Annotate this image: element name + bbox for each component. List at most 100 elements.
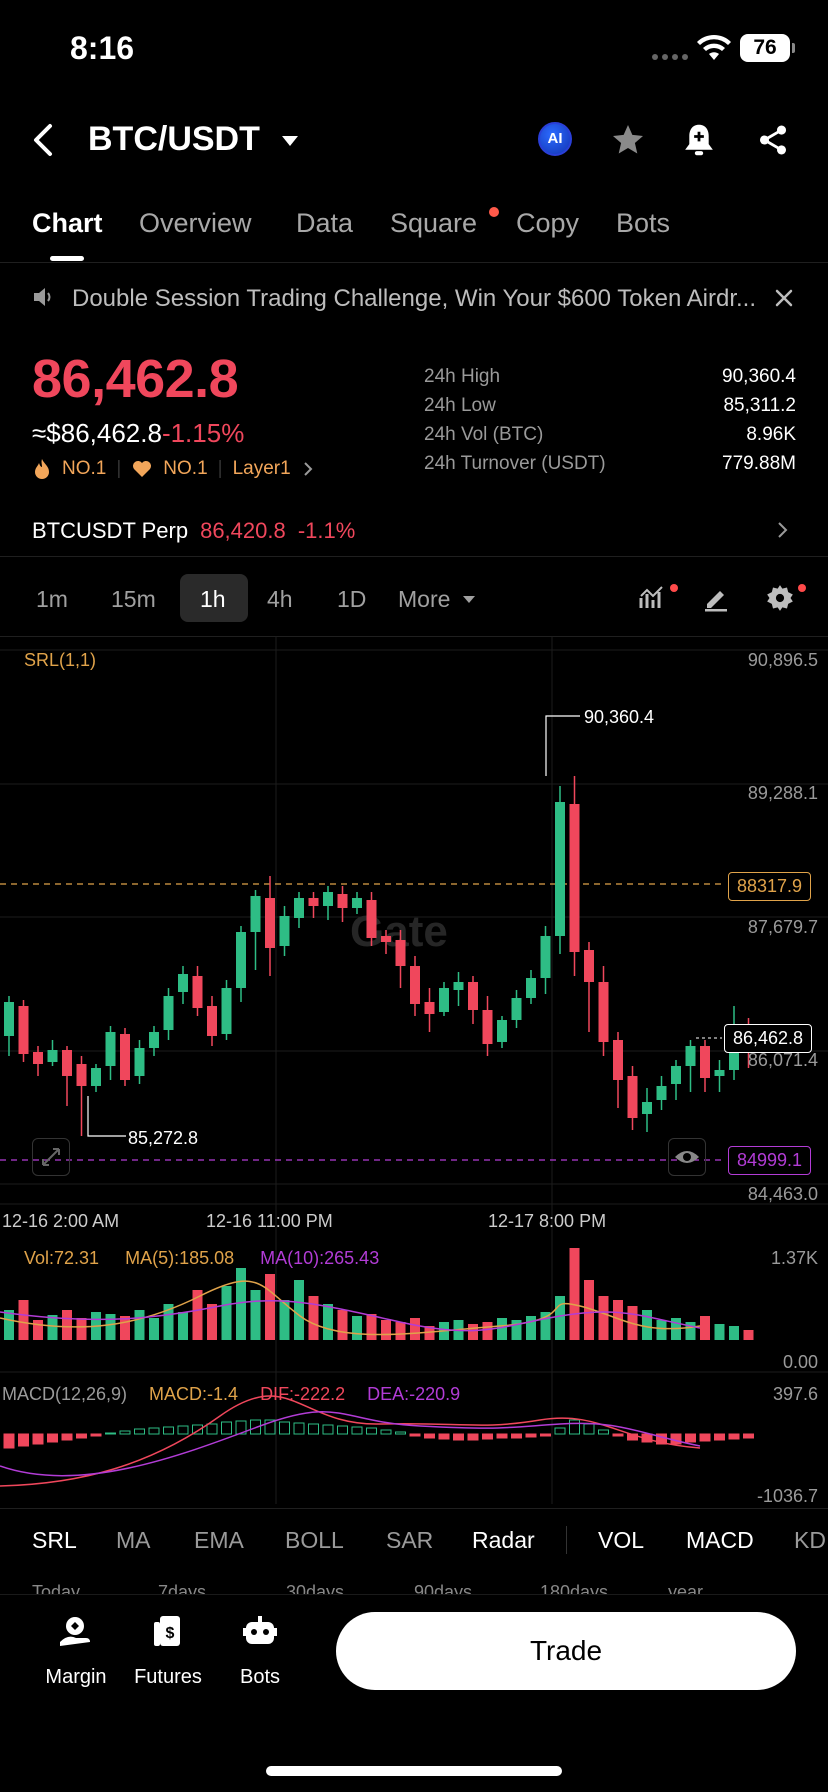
candle-body [410,966,420,1004]
macd-bar [337,1425,348,1435]
nav-bots-label[interactable]: Bots [239,1666,281,1688]
volume-bar [294,1280,304,1340]
nav-futures-label[interactable]: Futures [134,1666,202,1688]
candle-body [47,1050,58,1062]
indicator-tab-srl[interactable]: SRL [32,1527,77,1553]
indicator-tab-macd[interactable]: MACD [686,1527,754,1553]
price-change-percent: -1.15% [161,418,245,448]
trade-button[interactable]: Trade [336,1612,796,1690]
vol-axis-min: 0.00 [782,1352,818,1372]
settings-dot [798,584,806,592]
timeframe-15m[interactable]: 15m [111,586,156,612]
pair-dropdown-caret-icon[interactable] [282,136,298,146]
macd-bar [743,1433,754,1439]
candle-body [439,988,449,1012]
candle-body [236,932,246,988]
timeframe-4h[interactable]: 4h [267,586,293,612]
candle-body [308,898,319,906]
perp-change: -1.1% [297,518,356,543]
indicator-tab-kd[interactable]: KD [794,1527,826,1553]
price-axis-2: 89,288.1 [747,783,818,803]
indicator-tab-sar[interactable]: SAR [386,1527,434,1553]
chart-settings-gear-icon[interactable] [766,584,794,612]
indicator-tab-ema[interactable]: EMA [194,1527,244,1553]
announcement-text[interactable]: Double Session Trading Challenge, Win Yo… [72,285,756,312]
close-icon[interactable] [772,286,796,310]
indicator-tab-boll[interactable]: BOLL [285,1527,344,1553]
indicator-tab-vol[interactable]: VOL [598,1527,645,1553]
macd-dea: DEA:-220.9 [367,1384,461,1404]
margin-icon[interactable] [56,1614,94,1650]
stat-24h-high-label: 24h High [424,366,501,387]
share-icon[interactable] [756,122,790,158]
orange-line-label: 88317.9 [728,872,812,901]
macd-bar [61,1433,73,1441]
timeframe-1d[interactable]: 1D [337,586,367,612]
futures-icon[interactable]: $ [150,1614,186,1652]
tab-data[interactable]: Data [296,208,354,238]
stat-24h-turnover-value: 779.88M [722,453,796,474]
candle-body [598,982,609,1042]
usd-value: ≈$86,462.8 [32,418,162,448]
perp-row[interactable]: BTCUSDT Perp 86,420.8 -1.1% [32,518,355,544]
indicator-tab-radar[interactable]: Radar [472,1527,535,1553]
visibility-toggle-button[interactable] [668,1138,706,1176]
draw-pencil-icon[interactable] [702,584,730,612]
svg-text:$: $ [166,1625,175,1642]
tab-overview[interactable]: Overview [139,208,252,238]
stat-24h-low-value: 85,311.2 [723,395,796,416]
macd-bars [3,1419,754,1449]
candle-body [584,950,594,982]
macd-dif: DIF:-222.2 [260,1384,346,1404]
volume-bar [700,1316,710,1340]
macd-bar [235,1420,247,1435]
tab-chart[interactable]: Chart [32,208,103,238]
price-alert-bell-icon[interactable] [682,122,716,158]
expand-chart-button[interactable] [32,1138,70,1176]
pair-title[interactable]: BTC/USDT [88,120,260,158]
macd-bar [90,1433,102,1437]
candle-body [207,1006,217,1036]
candle-body [540,936,551,978]
volume-bar [33,1320,43,1340]
rank-row[interactable]: NO.1 | NO.1 | Layer1 [32,458,315,480]
volume-bar [105,1314,116,1340]
high-price-marker: 90,360.4 [584,707,655,727]
candle-body [555,802,565,936]
rank-separator: | [116,458,122,479]
bots-robot-icon[interactable] [242,1614,278,1650]
candle-body [337,894,348,908]
tab-square[interactable]: Square [390,208,478,238]
nav-margin-label[interactable]: Margin [45,1666,107,1688]
ai-assistant-button[interactable]: AI [538,122,572,156]
macd-bar [105,1432,116,1435]
stat-24h-turnover-label: 24h Turnover (USDT) [424,453,606,474]
volume-bar [729,1326,739,1340]
back-arrow-icon[interactable] [30,122,58,158]
time-axis-1: 12-16 2:00 AM [2,1211,120,1231]
volume-bar [120,1316,130,1340]
macd-bar [293,1422,305,1435]
volume-bar [714,1324,725,1340]
timeframe-1h[interactable]: 1h [200,586,226,612]
volume-bar [482,1322,493,1340]
tab-copy[interactable]: Copy [516,208,580,238]
srl-indicator-label[interactable]: SRL(1,1) [24,650,97,670]
vol-ma10: MA(10):265.43 [260,1248,380,1268]
perp-chevron-right-icon[interactable] [774,518,790,542]
candle-body [424,1002,435,1014]
indicators-icon[interactable] [638,584,668,612]
time-axis-2: 12-16 11:00 PM [206,1211,333,1231]
timeframe-more[interactable]: More [398,586,451,612]
volume-bar [178,1312,188,1340]
candle-body [76,1064,87,1086]
favorite-star-icon[interactable] [610,122,646,158]
timeframe-1m[interactable]: 1m [36,586,68,612]
stat-24h-vol-value: 8.96K [746,424,796,445]
low-price-marker: 85,272.8 [128,1128,199,1148]
candlestick-chart[interactable]: Gate [0,636,828,1504]
candle-body [395,940,406,966]
tab-bots[interactable]: Bots [616,208,671,238]
volume-bar [163,1304,174,1340]
indicator-tab-ma[interactable]: MA [116,1527,151,1553]
